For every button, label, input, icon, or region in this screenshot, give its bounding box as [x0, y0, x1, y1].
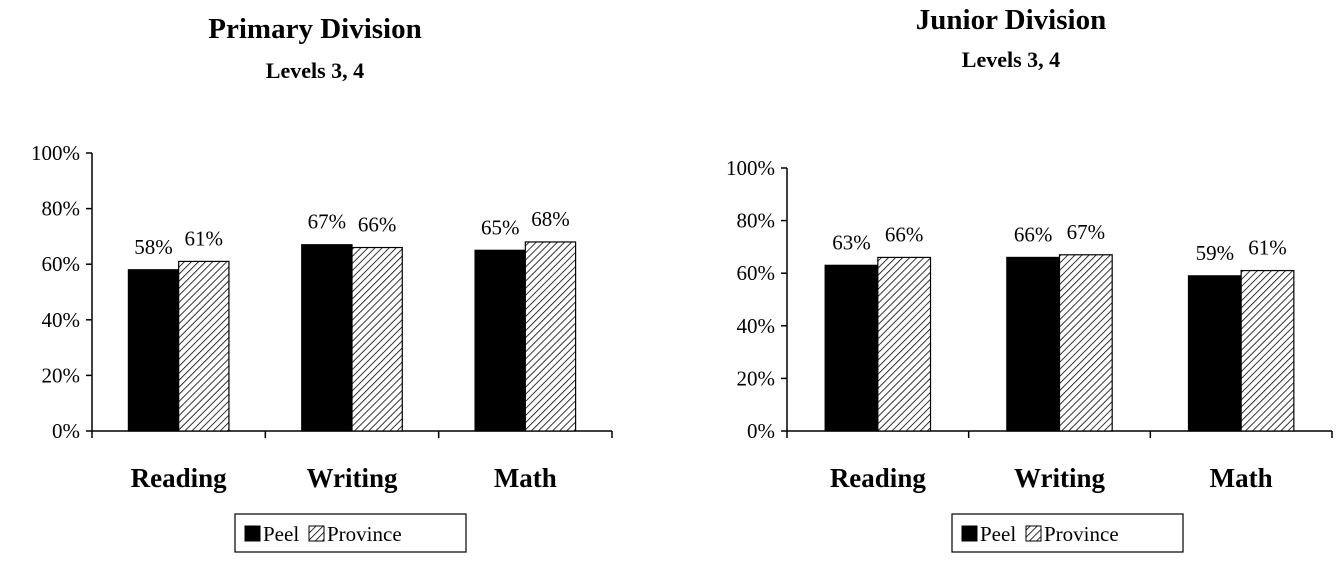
chart-junior-division: Junior Division Levels 3, 4 0% 20% 40% 60% 8… [726, 4, 1333, 553]
y-tick-label: 20% [737, 366, 776, 390]
bar-province-math [524, 241, 577, 432]
data-label: 61% [1248, 236, 1287, 260]
x-category-label: Math [1210, 463, 1273, 493]
y-tick-label: 80% [42, 197, 81, 221]
y-tick-label: 100% [31, 141, 80, 165]
chart-subtitle: Levels 3, 4 [962, 47, 1060, 72]
y-tick-label: 0% [747, 419, 775, 443]
bar-province-writing [351, 246, 403, 432]
legend-swatch-peel [244, 525, 261, 542]
x-category-label: Math [494, 463, 557, 493]
data-label: 59% [1196, 241, 1235, 265]
x-category-label: Reading [830, 463, 927, 493]
bar-peel-math [474, 249, 526, 432]
bar-peel-reading [127, 269, 180, 432]
x-category-label: Reading [131, 463, 228, 493]
data-label: 63% [832, 230, 871, 254]
legend-box [951, 513, 1184, 553]
data-label: 61% [185, 226, 224, 250]
data-label: 65% [481, 215, 520, 239]
x-category-label: Writing [1014, 463, 1106, 493]
y-tick-label: 60% [737, 261, 776, 285]
data-label: 66% [885, 222, 924, 246]
y-tick-label: 100% [726, 156, 775, 180]
bar-peel-writing [301, 244, 353, 432]
data-label: 58% [134, 235, 173, 259]
bar-peel-reading [824, 264, 879, 432]
plot-area: 0% 20% 40% 60% 80% 100% 63% 66% Reading 66% 67% Wri… [726, 156, 1333, 553]
legend-label-province: Province [327, 522, 402, 546]
legend-label-province: Province [1044, 522, 1119, 546]
y-tick-label: 0% [52, 419, 80, 443]
y-tick-label: 20% [42, 363, 81, 387]
chart-primary-division: Primary Division Levels 3, 4 0% 20% 40% 60%… [31, 13, 613, 553]
y-tick-label: 80% [737, 209, 776, 233]
bar-province-reading [877, 256, 932, 432]
y-tick-label: 40% [737, 314, 776, 338]
legend: Peel Province [951, 513, 1184, 553]
data-label: 67% [308, 210, 347, 234]
y-tick-label: 40% [42, 308, 81, 332]
bar-province-writing [1058, 254, 1113, 432]
chart-subtitle: Levels 3, 4 [266, 58, 364, 83]
y-tick-label: 60% [42, 252, 81, 276]
bar-peel-writing [1006, 256, 1061, 432]
data-label: 68% [531, 207, 570, 231]
data-label: 66% [358, 213, 397, 237]
bar-province-reading [178, 260, 230, 432]
legend-label-peel: Peel [263, 522, 299, 546]
legend-swatch-peel [961, 525, 978, 542]
legend-label-peel: Peel [980, 522, 1016, 546]
legend-swatch-province [308, 525, 325, 542]
legend: Peel Province [234, 513, 467, 553]
bar-peel-math [1187, 275, 1242, 432]
x-category-label: Writing [306, 463, 398, 493]
chart-title: Junior Division [916, 4, 1106, 36]
bar-province-math [1240, 269, 1295, 432]
chart-title: Primary Division [208, 13, 421, 45]
data-label: 67% [1067, 220, 1106, 244]
legend-swatch-province [1025, 525, 1042, 542]
plot-area: 0% 20% 40% 60% 80% 100% 58% 61% Reading 67% 66% Wri… [31, 141, 613, 553]
data-label: 66% [1014, 222, 1053, 246]
legend-box [234, 513, 467, 553]
